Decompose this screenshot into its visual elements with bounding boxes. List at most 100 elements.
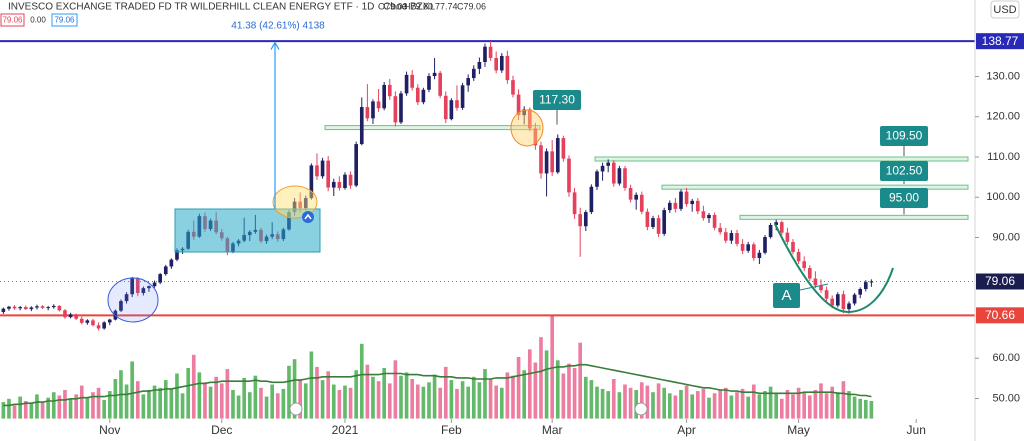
line-layer <box>0 40 975 317</box>
candle-body <box>12 306 17 309</box>
volume-bar <box>259 387 263 419</box>
x-tick-label: May <box>787 423 810 437</box>
candle-body <box>147 286 151 289</box>
volume-bar <box>292 359 297 419</box>
header: INVESCO EXCHANGE TRADED FD TR WILDERHILL… <box>0 1 486 27</box>
volume-bar <box>337 390 342 419</box>
candle-body <box>331 181 336 188</box>
volume-bar <box>315 366 319 419</box>
volume-bar <box>85 397 90 419</box>
candle-body <box>23 307 28 310</box>
volume-bar <box>690 394 695 419</box>
candle-body <box>130 278 134 295</box>
volume-bar <box>51 392 56 419</box>
y-tick-label: 60.00 <box>992 352 1020 364</box>
volume-layer <box>1 315 874 419</box>
marker-icon <box>304 213 312 220</box>
candle-body <box>7 306 11 309</box>
candle-body <box>729 233 734 241</box>
volume-bar <box>404 372 409 419</box>
candle-body <box>96 325 101 329</box>
badge-text: 79.06 <box>2 16 23 25</box>
candle-body <box>124 294 129 302</box>
candle-body <box>169 259 174 267</box>
volume-bar <box>729 395 734 419</box>
candle-body <box>427 76 431 90</box>
volume-bar <box>572 368 577 419</box>
volume-bar <box>247 392 252 419</box>
candle-body <box>779 222 784 233</box>
volume-bar <box>421 386 426 419</box>
volume-bar <box>522 370 527 419</box>
annotation-box <box>773 283 800 308</box>
candle-body <box>595 171 599 187</box>
candle-body <box>365 107 370 119</box>
candle-body <box>516 94 521 116</box>
candle-body <box>544 151 549 174</box>
candle-body <box>387 84 392 97</box>
candle-body <box>343 174 347 188</box>
volume-bar <box>354 370 358 419</box>
candle-body <box>152 282 157 287</box>
volume-bar <box>651 392 655 419</box>
volume-bar <box>471 376 476 419</box>
candle-body <box>539 145 543 174</box>
candle-body <box>746 244 751 251</box>
volume-bar <box>163 380 168 419</box>
candle-body <box>404 74 409 94</box>
y-tick-label: 110.00 <box>987 151 1020 163</box>
y-tick-label: 50.00 <box>992 392 1020 404</box>
volume-bar <box>488 379 493 419</box>
candle-body <box>645 211 650 228</box>
volume-bar <box>477 382 482 419</box>
candle-body <box>550 151 555 173</box>
candle-body <box>796 251 801 262</box>
level-label: 109.50 <box>886 129 923 143</box>
volume-bar <box>824 393 829 419</box>
volume-bar <box>606 391 611 419</box>
volume-bar <box>242 377 246 419</box>
candle-body <box>471 68 476 79</box>
volume-bar <box>679 390 683 419</box>
volume-bar <box>550 315 555 419</box>
candle-body <box>483 46 487 62</box>
volume-bar <box>387 383 392 419</box>
volume-bar <box>645 385 650 419</box>
y-tick-label: 90.00 <box>992 231 1020 243</box>
volume-bar <box>567 363 571 419</box>
candle-body <box>505 55 510 81</box>
ohlc-high: H79.60 <box>404 1 433 11</box>
candle-body <box>309 165 314 199</box>
volume-bar <box>287 365 291 419</box>
volume-bar <box>219 383 224 419</box>
volume-bar <box>253 375 258 419</box>
candle-body <box>466 78 470 86</box>
volume-bar <box>639 382 644 419</box>
volume-bar <box>802 392 807 419</box>
candle-body <box>337 181 342 188</box>
volume-bar <box>438 387 442 419</box>
candle-body <box>785 232 790 242</box>
volume-bar <box>191 354 196 419</box>
volume-bar <box>303 383 308 419</box>
volume-bar <box>499 387 504 419</box>
marker-icon <box>302 211 314 223</box>
volume-bar <box>746 396 751 419</box>
volume-bar <box>63 390 67 419</box>
candle-body <box>315 165 319 177</box>
candle-body <box>432 72 437 77</box>
currency-button[interactable] <box>990 0 1020 19</box>
volume-bar <box>18 396 22 419</box>
candle-body <box>359 107 364 145</box>
volume-bar <box>175 373 179 419</box>
price-label-box <box>976 273 1024 290</box>
volume-bar <box>275 393 280 419</box>
candle-body <box>74 314 78 319</box>
volume-bar <box>35 394 39 419</box>
volume-bar <box>505 372 510 419</box>
volume-bar <box>533 362 538 419</box>
level-label: 95.00 <box>889 191 919 205</box>
level-label-box <box>533 90 581 110</box>
volume-bar <box>410 379 414 419</box>
candle-body <box>701 211 706 219</box>
